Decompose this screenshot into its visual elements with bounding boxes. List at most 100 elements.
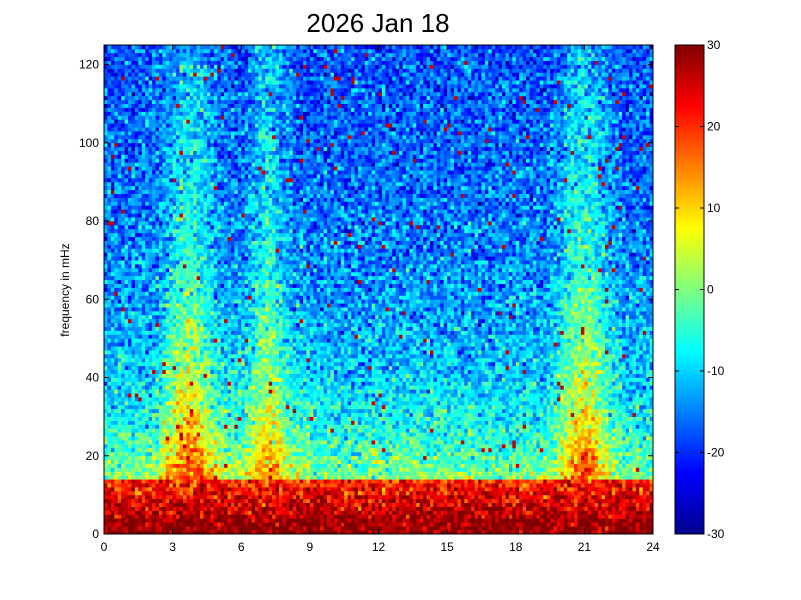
heatmap-cell	[121, 150, 125, 155]
heatmap-cell	[138, 111, 143, 116]
heatmap-cell	[141, 393, 146, 398]
heatmap-cell	[124, 127, 129, 132]
heatmap-cell	[230, 342, 235, 347]
heatmap-cell	[220, 385, 225, 390]
heatmap-cell	[237, 299, 242, 304]
heatmap-cell	[162, 103, 167, 108]
heatmap-cell	[234, 440, 239, 445]
heatmap-cell	[182, 213, 187, 218]
heatmap-cell	[158, 490, 163, 496]
heatmap-cell	[179, 131, 184, 136]
heatmap-cell	[162, 361, 167, 367]
heatmap-cell	[234, 510, 239, 515]
heatmap-cell	[227, 385, 232, 390]
heatmap-cell	[107, 412, 112, 417]
heatmap-cell	[145, 224, 149, 230]
heatmap-cell	[148, 490, 153, 496]
heatmap-cell	[107, 248, 112, 253]
heatmap-cell	[134, 393, 139, 398]
heatmap-cell	[131, 174, 136, 179]
heatmap-cell	[200, 76, 204, 81]
heatmap-cell	[155, 330, 160, 335]
heatmap-cell	[128, 490, 132, 496]
heatmap-cell	[193, 185, 197, 191]
heatmap-cell	[220, 303, 225, 308]
heatmap-cell	[227, 115, 232, 120]
heatmap-cell	[145, 467, 149, 472]
heatmap-cell	[107, 134, 112, 140]
heatmap-cell	[124, 201, 129, 206]
heatmap-cell	[169, 357, 173, 363]
heatmap-cell	[193, 115, 197, 120]
heatmap-cell	[165, 514, 170, 519]
heatmap-cell	[134, 459, 139, 464]
heatmap-cell	[117, 68, 122, 73]
heatmap-cell	[152, 91, 156, 97]
heatmap-cell	[213, 404, 218, 410]
heatmap-cell	[104, 518, 108, 523]
heatmap-cell	[104, 373, 108, 378]
heatmap-cell	[152, 479, 156, 484]
heatmap-cell	[220, 236, 225, 241]
heatmap-cell	[114, 369, 119, 374]
heatmap-cell	[148, 111, 153, 116]
heatmap-cell	[203, 467, 208, 472]
heatmap-cell	[179, 275, 184, 281]
heatmap-cell	[158, 475, 163, 480]
heatmap-cell	[169, 338, 173, 343]
heatmap-cell	[128, 107, 132, 112]
heatmap-cell	[148, 80, 153, 85]
heatmap-cell	[121, 84, 125, 89]
heatmap-cell	[169, 307, 173, 312]
heatmap-cell	[162, 506, 167, 511]
heatmap-cell	[121, 217, 125, 222]
heatmap-cell	[104, 463, 108, 468]
heatmap-cell	[200, 506, 204, 511]
heatmap-cell	[104, 510, 108, 515]
heatmap-cell	[117, 471, 122, 476]
heatmap-cell	[227, 342, 232, 347]
heatmap-cell	[224, 279, 228, 284]
heatmap-cell	[210, 342, 215, 347]
heatmap-cell	[128, 389, 132, 394]
heatmap-cell	[182, 252, 187, 257]
heatmap-cell	[155, 518, 160, 523]
heatmap-cell	[158, 307, 163, 312]
heatmap-cell	[134, 91, 139, 97]
heatmap-cell	[196, 377, 201, 382]
heatmap-cell	[155, 99, 160, 105]
heatmap-cell	[145, 393, 149, 398]
heatmap-cell	[104, 88, 108, 93]
heatmap-cell	[124, 232, 129, 238]
heatmap-cell	[176, 201, 180, 206]
heatmap-cell	[213, 99, 218, 105]
heatmap-cell	[169, 185, 173, 191]
heatmap-cell	[145, 283, 149, 288]
heatmap-cell	[196, 217, 201, 222]
heatmap-cell	[104, 205, 108, 210]
heatmap-cell	[189, 170, 194, 175]
heatmap-cell	[210, 213, 215, 218]
heatmap-cell	[203, 432, 208, 437]
heatmap-cell	[230, 123, 235, 128]
heatmap-cell	[224, 357, 228, 363]
heatmap-cell	[230, 389, 235, 394]
heatmap-cell	[128, 221, 132, 226]
heatmap-cell	[224, 213, 228, 218]
heatmap-cell	[230, 490, 235, 496]
heatmap-cell	[141, 490, 146, 496]
heatmap-cell	[237, 502, 242, 507]
heatmap-cell	[234, 256, 239, 261]
heatmap-cell	[117, 397, 122, 402]
heatmap-cell	[237, 385, 242, 390]
heatmap-cell	[227, 416, 232, 421]
heatmap-cell	[220, 479, 225, 484]
heatmap-cell	[162, 354, 167, 359]
heatmap-cell	[193, 48, 197, 54]
heatmap-cell	[196, 115, 201, 120]
heatmap-cell	[172, 381, 177, 386]
heatmap-cell	[148, 354, 153, 359]
heatmap-cell	[148, 146, 153, 151]
heatmap-cell	[121, 412, 125, 417]
heatmap-cell	[128, 217, 132, 222]
